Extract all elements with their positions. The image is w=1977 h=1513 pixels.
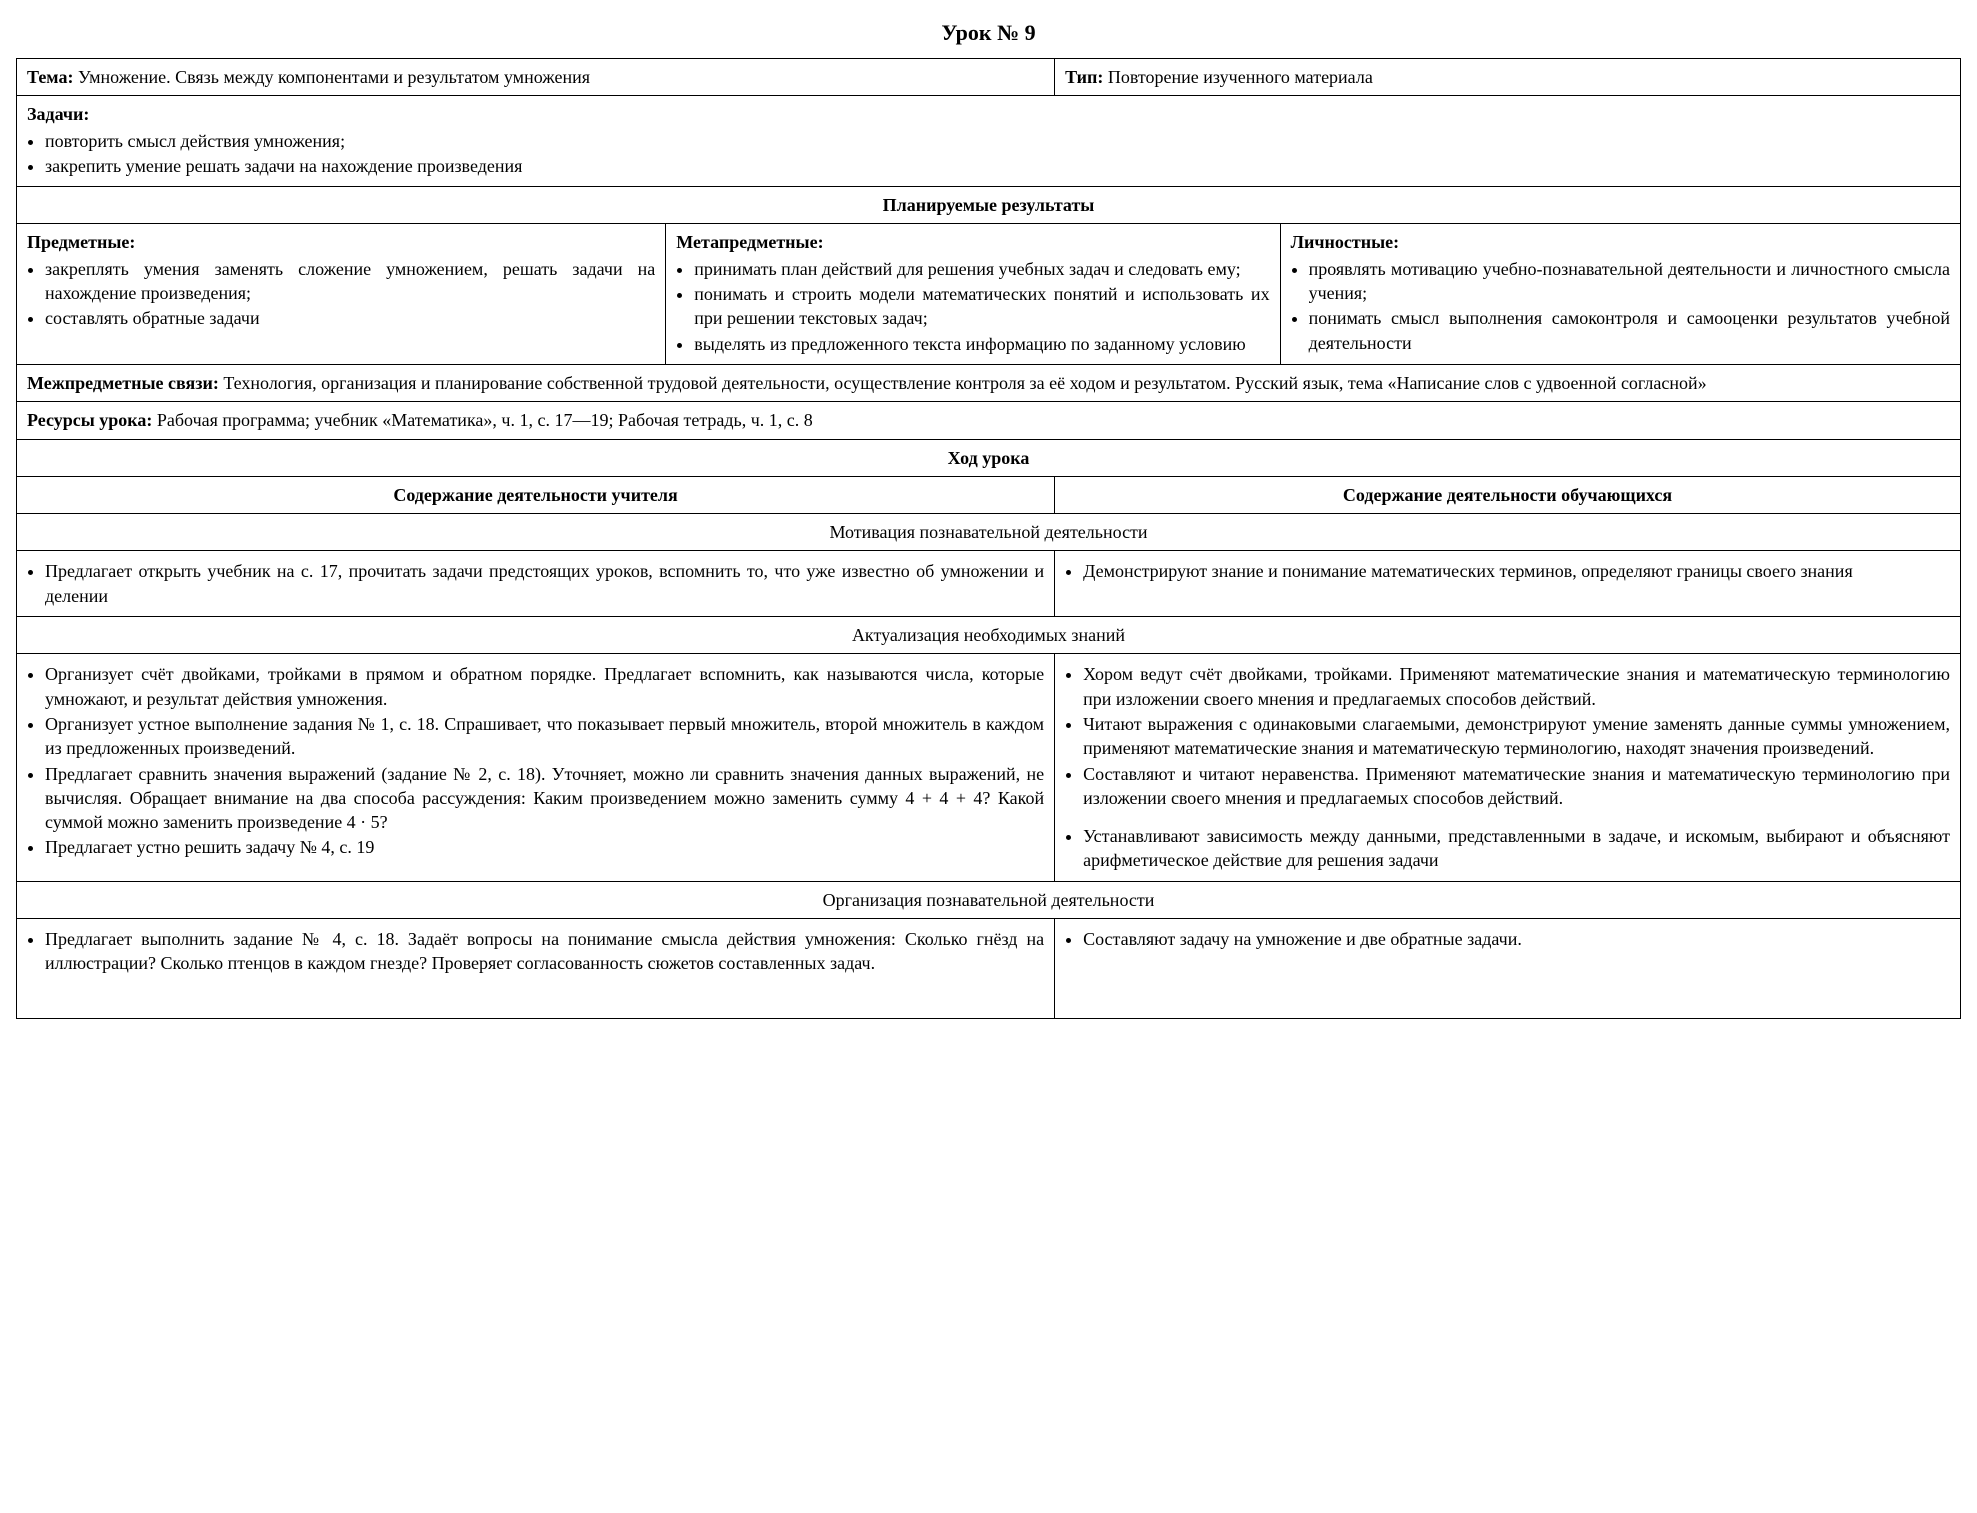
subject-list: закреплять умения заменять сложение умно… <box>45 257 655 331</box>
topic-text: Умножение. Связь между компонентами и ре… <box>78 67 590 87</box>
resources-label: Ресурсы урока: <box>27 410 152 430</box>
teacher-column-header: Содержание деятельности учителя <box>17 476 1055 513</box>
list-item: составлять обратные задачи <box>45 306 655 330</box>
list-item: закрепить умение решать задачи на нахожд… <box>45 154 1950 178</box>
resources-cell: Ресурсы урока: Рабочая программа; учебни… <box>17 402 1961 439</box>
subject-results-cell: Предметные: закреплять умения заменять с… <box>17 224 666 364</box>
interdisciplinary-text: Технология, организация и планирование с… <box>223 373 1706 393</box>
list-item: понимать и строить модели математических… <box>694 282 1269 331</box>
personal-label: Личностные: <box>1291 232 1400 252</box>
list-item: Предлагает сравнить значения выражений (… <box>45 762 1044 835</box>
lesson-flow-header: Ход урока <box>17 439 1961 476</box>
sec2-teacher-list: Организует счёт двойками, тройками в пря… <box>45 662 1044 859</box>
sec1-teacher-list: Предлагает открыть учебник на с. 17, про… <box>45 559 1044 608</box>
lesson-plan-table: Тема: Умножение. Связь между компонентам… <box>16 58 1961 1019</box>
type-cell: Тип: Повторение изученного материала <box>1055 59 1961 96</box>
list-item: Читают выражения с одинаковыми слагаемым… <box>1083 712 1950 761</box>
sec1-students-list: Демонстрируют знание и понимание математ… <box>1083 559 1950 583</box>
students-column-header: Содержание деятельности обучающихся <box>1055 476 1961 513</box>
topic-cell: Тема: Умножение. Связь между компонентам… <box>17 59 1055 96</box>
type-label: Тип: <box>1065 67 1103 87</box>
metasubject-label: Метапредметные: <box>676 232 823 252</box>
list-item: принимать план действий для решения учеб… <box>694 257 1269 281</box>
personal-list: проявлять мотивацию учебно-познавательно… <box>1309 257 1950 355</box>
type-text: Повторение изученного материала <box>1108 67 1373 87</box>
lesson-title: Урок № 9 <box>16 20 1961 46</box>
planned-results-header: Планируемые результаты <box>17 187 1961 224</box>
list-item: Хором ведут счёт двойками, тройками. При… <box>1083 662 1950 711</box>
list-item: выделять из предложенного текста информа… <box>694 332 1269 356</box>
sec2-students-cell: Хором ведут счёт двойками, тройками. При… <box>1055 654 1961 881</box>
sec2-students-list: Хором ведут счёт двойками, тройками. При… <box>1083 662 1950 872</box>
subject-label: Предметные: <box>27 232 135 252</box>
list-item: Предлагает выполнить задание № 4, с. 18.… <box>45 927 1044 976</box>
list-item: Устанавливают зависимость между данными,… <box>1083 824 1950 873</box>
section-actualization-header: Актуализация необходимых знаний <box>17 617 1961 654</box>
list-item: понимать смысл выполнения самоконтроля и… <box>1309 306 1950 355</box>
sec1-teacher-cell: Предлагает открыть учебник на с. 17, про… <box>17 551 1055 617</box>
list-item: закреплять умения заменять сложение умно… <box>45 257 655 306</box>
list-item: Составляют и читают неравенства. Применя… <box>1083 762 1950 811</box>
tasks-label: Задачи: <box>27 104 89 124</box>
sec3-students-cell: Составляют задачу на умножение и две обр… <box>1055 919 1961 1019</box>
list-item: повторить смысл действия умножения; <box>45 129 1950 153</box>
sec3-teacher-list: Предлагает выполнить задание № 4, с. 18.… <box>45 927 1044 976</box>
metasubject-results-cell: Метапредметные: принимать план действий … <box>666 224 1280 364</box>
list-item: Организует счёт двойками, тройками в пря… <box>45 662 1044 711</box>
sec2-teacher-cell: Организует счёт двойками, тройками в пря… <box>17 654 1055 881</box>
interdisciplinary-label: Межпредметные связи: <box>27 373 219 393</box>
interdisciplinary-cell: Межпредметные связи: Технология, организ… <box>17 364 1961 401</box>
list-item: Составляют задачу на умножение и две обр… <box>1083 927 1950 951</box>
sec3-teacher-cell: Предлагает выполнить задание № 4, с. 18.… <box>17 919 1055 1019</box>
metasubject-list: принимать план действий для решения учеб… <box>694 257 1269 356</box>
tasks-list: повторить смысл действия умножения; закр… <box>45 129 1950 179</box>
personal-results-cell: Личностные: проявлять мотивацию учебно-п… <box>1280 224 1960 364</box>
list-item: проявлять мотивацию учебно-познавательно… <box>1309 257 1950 306</box>
list-item: Организует устное выполнение задания № 1… <box>45 712 1044 761</box>
list-item: Демонстрируют знание и понимание математ… <box>1083 559 1950 583</box>
sec3-students-list: Составляют задачу на умножение и две обр… <box>1083 927 1950 951</box>
sec1-students-cell: Демонстрируют знание и понимание математ… <box>1055 551 1961 617</box>
section-organization-header: Организация познавательной деятельности <box>17 881 1961 918</box>
list-item: Предлагает устно решить задачу № 4, с. 1… <box>45 835 1044 859</box>
tasks-cell: Задачи: повторить смысл действия умножен… <box>17 96 1961 187</box>
resources-text: Рабочая программа; учебник «Математика»,… <box>157 410 813 430</box>
list-item: Предлагает открыть учебник на с. 17, про… <box>45 559 1044 608</box>
section-motivation-header: Мотивация познавательной деятельности <box>17 514 1961 551</box>
topic-label: Тема: <box>27 67 73 87</box>
